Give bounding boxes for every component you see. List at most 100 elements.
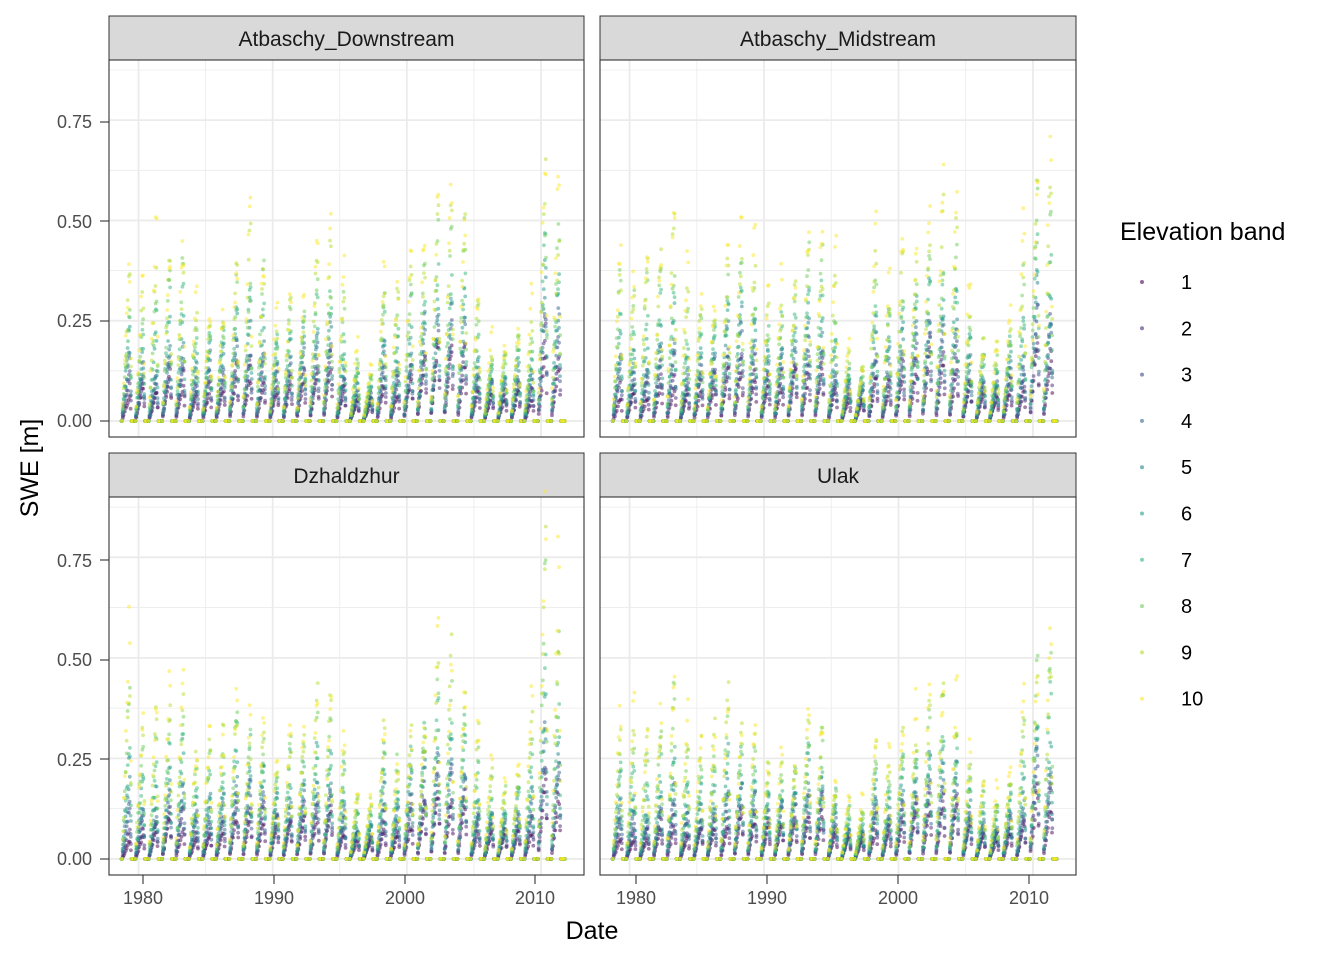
data-point: [310, 385, 314, 389]
data-point: [356, 364, 360, 368]
data-point: [302, 330, 306, 334]
data-point: [457, 363, 461, 367]
data-point: [402, 419, 406, 423]
data-point: [629, 317, 633, 321]
data-point: [629, 337, 633, 341]
data-point: [220, 327, 224, 331]
data-point: [245, 357, 249, 361]
data-point: [396, 290, 400, 294]
data-point: [411, 358, 415, 362]
data-point: [465, 360, 469, 364]
data-point: [233, 301, 237, 305]
data-point: [557, 239, 561, 243]
data-point: [262, 275, 266, 279]
data-point: [348, 419, 352, 423]
data-point: [324, 350, 328, 354]
data-point: [276, 301, 280, 305]
data-point: [500, 387, 504, 391]
data-point: [351, 396, 355, 400]
data-point: [443, 391, 447, 395]
data-point: [477, 333, 481, 337]
data-point: [276, 381, 280, 385]
data-point: [260, 329, 264, 333]
data-point: [143, 382, 147, 386]
data-point: [363, 405, 367, 409]
data-point: [193, 349, 197, 353]
data-point: [189, 390, 193, 394]
data-point: [404, 380, 408, 384]
data-point: [344, 396, 348, 400]
data-point: [383, 343, 387, 347]
data-point: [475, 317, 479, 321]
data-point: [151, 352, 155, 356]
data-point: [244, 349, 248, 353]
data-point: [210, 387, 214, 391]
data-point: [316, 296, 320, 300]
data-point: [153, 265, 157, 269]
data-point: [240, 419, 244, 423]
data-point: [142, 392, 146, 396]
data-point: [628, 393, 632, 397]
data-point: [258, 342, 262, 346]
data-point: [175, 393, 179, 397]
data-point: [630, 296, 634, 300]
data-point: [309, 401, 313, 405]
data-point: [543, 296, 547, 300]
data-point: [461, 331, 465, 335]
data-point: [187, 419, 191, 423]
data-point: [182, 282, 186, 286]
data-point: [330, 366, 334, 370]
data-point: [634, 362, 638, 366]
data-point: [190, 378, 194, 382]
data-point: [392, 351, 396, 355]
data-point: [628, 375, 632, 379]
data-point: [541, 280, 545, 284]
data-point: [505, 409, 509, 413]
data-point: [263, 384, 267, 388]
data-point: [558, 352, 562, 356]
data-point: [540, 270, 544, 274]
data-point: [231, 338, 235, 342]
data-point: [263, 362, 267, 366]
data-point: [529, 357, 533, 361]
data-point: [142, 362, 146, 366]
data-point: [556, 287, 560, 291]
data-point: [472, 386, 476, 390]
data-point: [263, 352, 267, 356]
data-point: [169, 363, 173, 367]
data-point: [379, 330, 383, 334]
data-point: [274, 306, 278, 310]
data-point: [250, 367, 254, 371]
data-point: [156, 400, 160, 404]
data-point: [431, 385, 435, 389]
data-point: [558, 315, 562, 319]
data-point: [223, 381, 227, 385]
data-point: [230, 371, 234, 375]
data-point: [408, 276, 412, 280]
data-point: [123, 358, 127, 362]
data-point: [485, 388, 489, 392]
data-point: [379, 358, 383, 362]
data-point: [177, 357, 181, 361]
data-point: [142, 401, 146, 405]
data-point: [338, 367, 342, 371]
data-point: [250, 344, 254, 348]
data-point: [322, 406, 326, 410]
data-point: [447, 328, 451, 332]
data-point: [539, 347, 543, 351]
data-point: [365, 395, 369, 399]
data-point: [138, 359, 142, 363]
data-point: [613, 386, 617, 390]
data-point: [191, 387, 195, 391]
data-point: [303, 388, 307, 392]
data-point: [204, 372, 208, 376]
data-point: [141, 322, 145, 326]
data-point: [231, 333, 235, 337]
data-point: [311, 352, 315, 356]
data-point: [382, 295, 386, 299]
data-point: [451, 387, 455, 391]
data-point: [463, 316, 467, 320]
data-point: [288, 292, 292, 296]
data-point: [516, 333, 520, 337]
data-point: [615, 336, 619, 340]
